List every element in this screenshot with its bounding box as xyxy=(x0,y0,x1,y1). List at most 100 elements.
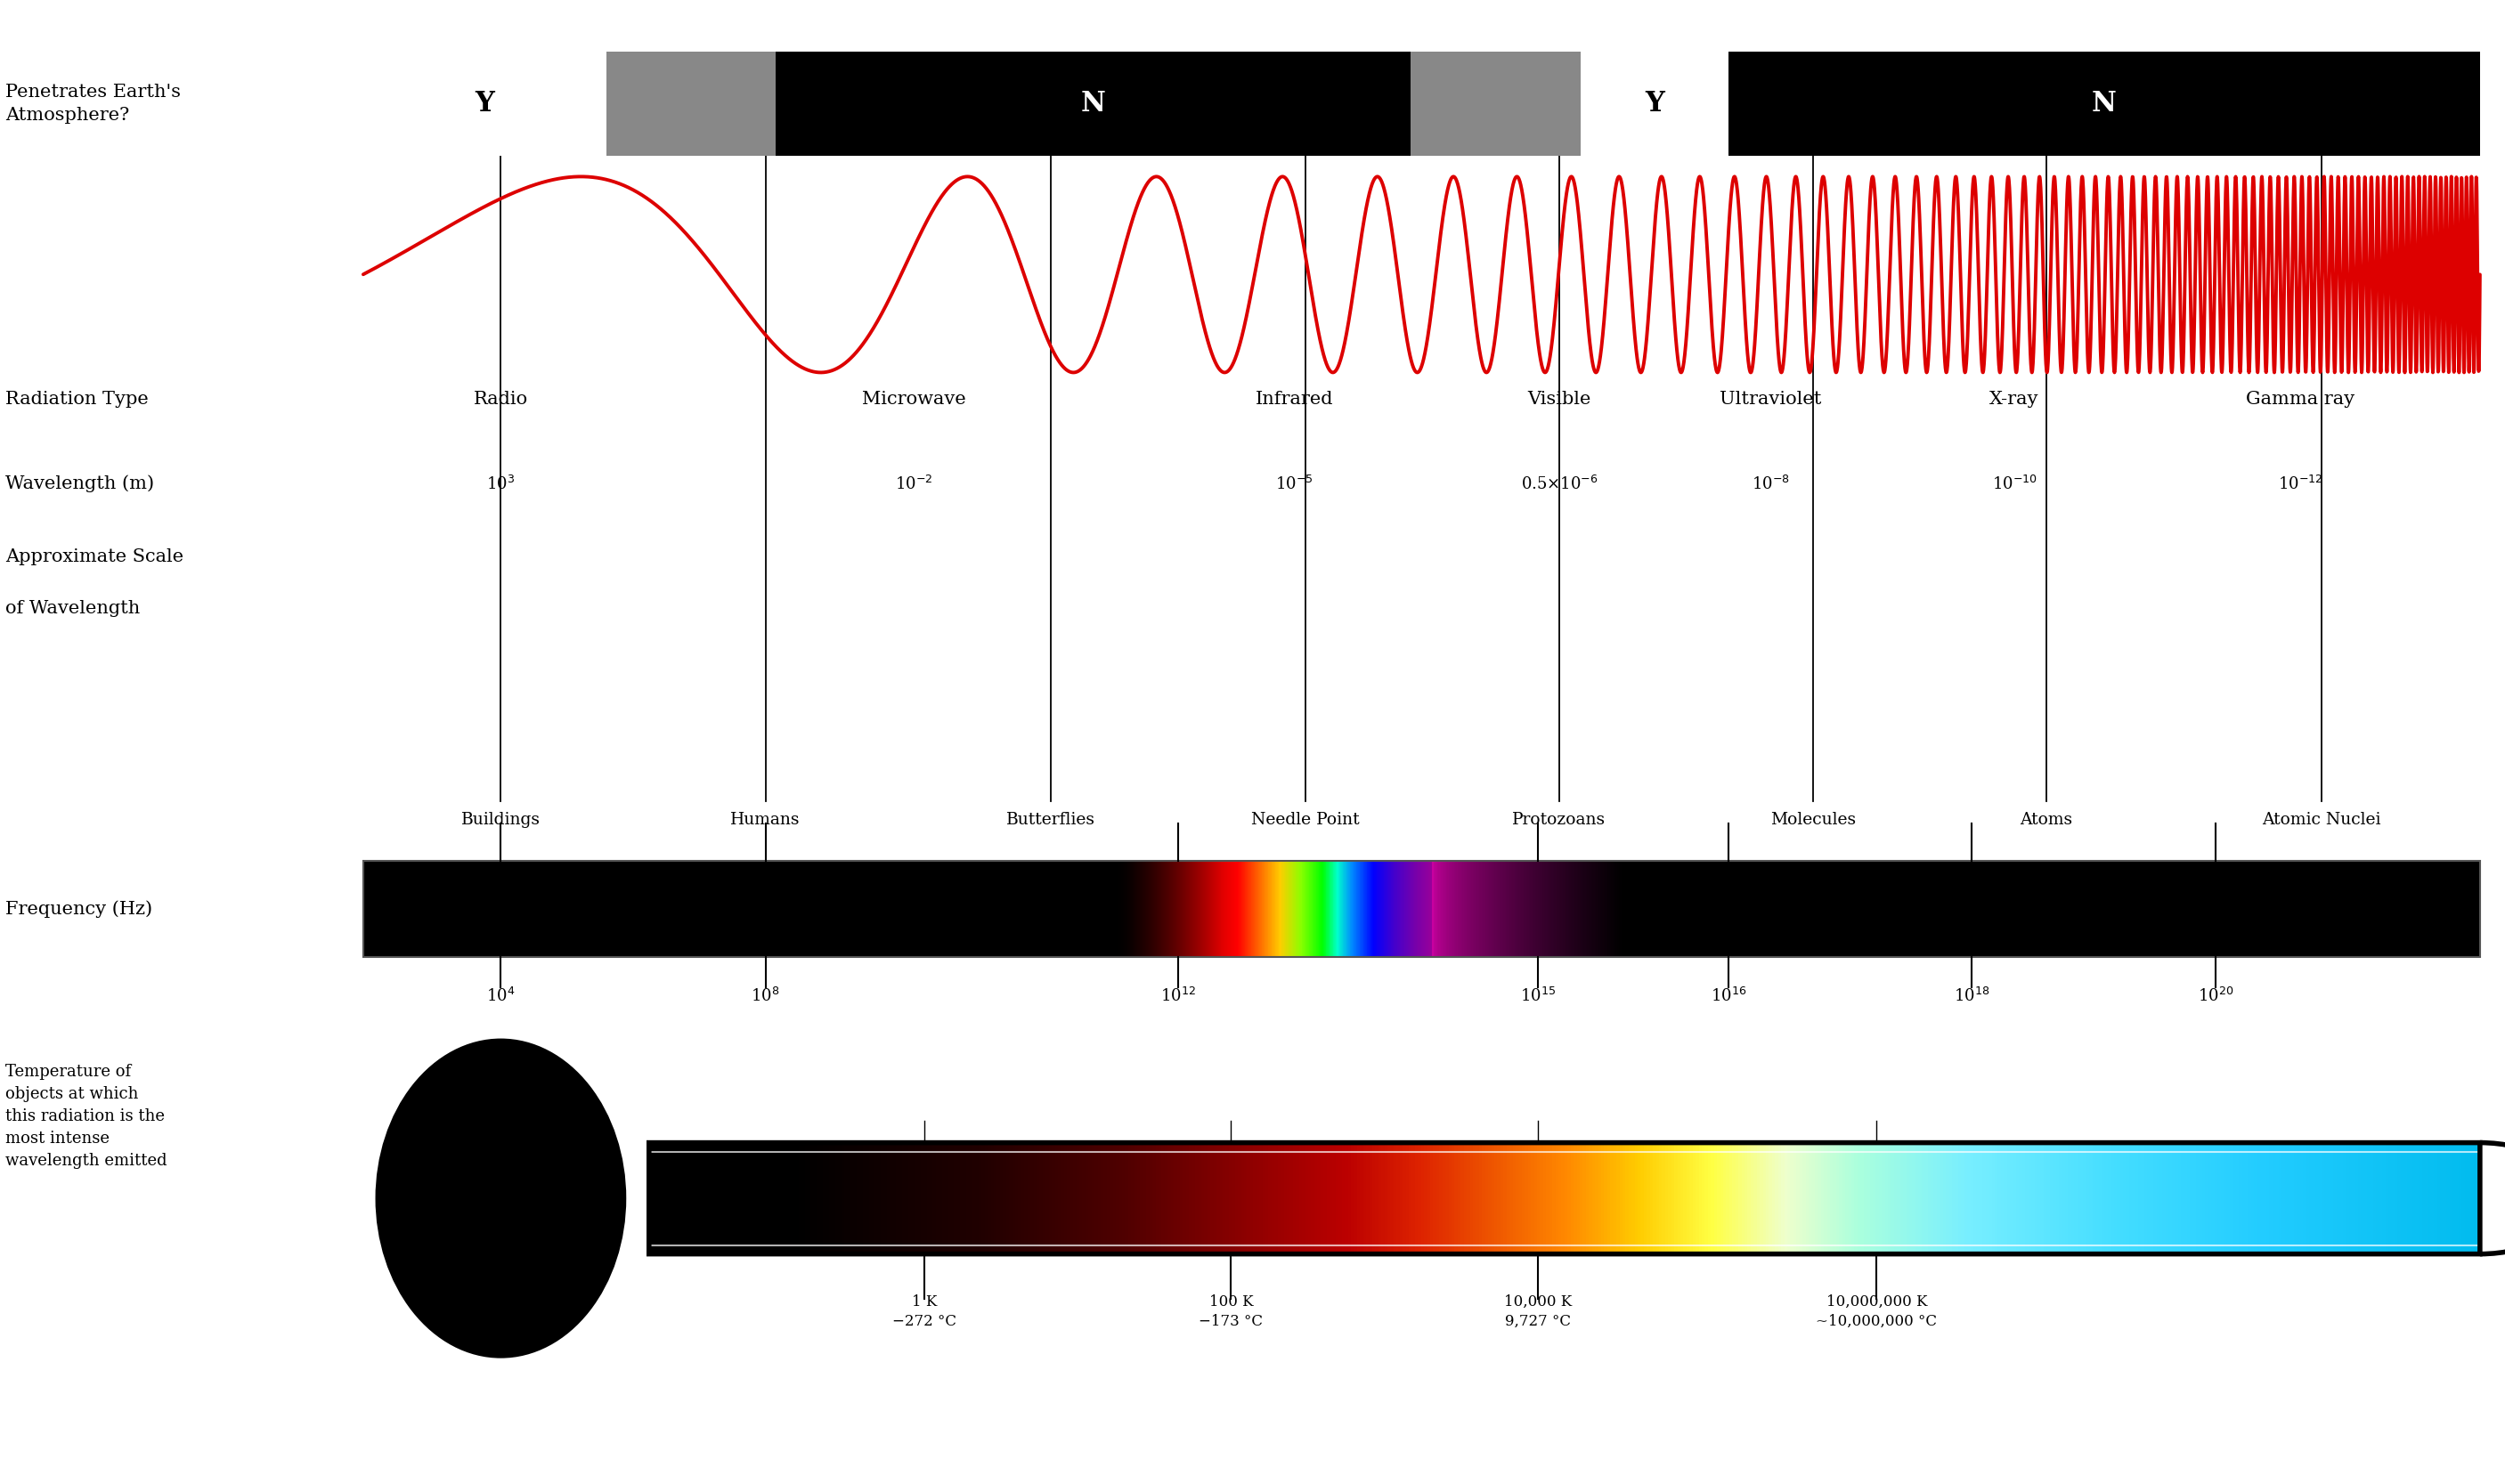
Bar xyxy=(1468,1143,1470,1254)
Bar xyxy=(1526,1143,1528,1254)
Bar xyxy=(2202,1143,2204,1254)
Text: Frequency (Hz): Frequency (Hz) xyxy=(5,901,153,917)
Bar xyxy=(1586,1143,1588,1254)
Bar xyxy=(2034,1143,2037,1254)
Bar xyxy=(666,1143,671,1254)
Bar xyxy=(1688,1143,1693,1254)
Text: 10$^{4}$: 10$^{4}$ xyxy=(486,987,516,1005)
Bar xyxy=(1265,1143,1268,1254)
Bar xyxy=(1543,1143,1546,1254)
Bar xyxy=(1876,1143,1879,1254)
Bar xyxy=(714,1143,716,1254)
Bar xyxy=(1743,1143,1748,1254)
Bar xyxy=(1350,1143,1355,1254)
Bar xyxy=(2452,1143,2455,1254)
Bar xyxy=(1448,1143,1453,1254)
Bar xyxy=(1388,1143,1390,1254)
Bar xyxy=(802,1143,804,1254)
Bar xyxy=(1225,1143,1230,1254)
Bar xyxy=(947,1143,952,1254)
Bar xyxy=(2182,1143,2184,1254)
Bar xyxy=(2462,1143,2465,1254)
Text: Y: Y xyxy=(476,91,493,117)
Bar xyxy=(1132,1143,1135,1254)
Bar xyxy=(1951,1143,1956,1254)
Bar xyxy=(1022,1143,1025,1254)
Bar xyxy=(1831,1143,1834,1254)
Bar xyxy=(1814,1143,1819,1254)
Bar xyxy=(2255,1143,2257,1254)
Bar xyxy=(2360,1143,2365,1254)
Bar xyxy=(1363,1143,1365,1254)
Bar xyxy=(1418,1143,1420,1254)
Bar xyxy=(927,1143,929,1254)
Bar xyxy=(2167,1143,2169,1254)
Bar xyxy=(847,1143,852,1254)
Bar xyxy=(967,1143,969,1254)
Bar xyxy=(2272,1143,2275,1254)
Bar xyxy=(1035,1143,1037,1254)
Bar xyxy=(1410,52,1581,156)
Bar xyxy=(1450,1143,1455,1254)
Bar xyxy=(2410,1143,2412,1254)
Bar xyxy=(2064,1143,2069,1254)
Bar xyxy=(1210,1143,1215,1254)
Bar xyxy=(1728,52,2480,156)
Bar xyxy=(1062,1143,1065,1254)
Bar xyxy=(1197,1143,1202,1254)
Bar xyxy=(882,1143,884,1254)
Bar xyxy=(2300,1143,2302,1254)
Bar xyxy=(769,1143,772,1254)
Bar xyxy=(1435,1143,1440,1254)
Bar xyxy=(2169,1143,2172,1254)
Bar xyxy=(2062,1143,2064,1254)
Bar xyxy=(1303,1143,1305,1254)
Bar xyxy=(1290,1143,1293,1254)
Bar xyxy=(1070,1143,1072,1254)
Bar xyxy=(731,1143,734,1254)
Bar xyxy=(2392,1143,2395,1254)
Bar xyxy=(2282,1143,2285,1254)
Bar xyxy=(1182,1143,1187,1254)
Bar xyxy=(1333,1143,1335,1254)
Bar xyxy=(2199,1143,2202,1254)
Bar xyxy=(1052,1143,1055,1254)
Bar xyxy=(1513,1143,1516,1254)
Bar xyxy=(959,1143,964,1254)
Bar xyxy=(2009,1143,2014,1254)
Bar xyxy=(2465,1143,2467,1254)
Bar xyxy=(872,1143,874,1254)
Bar xyxy=(1506,1143,1511,1254)
Bar xyxy=(1531,1143,1533,1254)
Bar xyxy=(969,1143,972,1254)
Bar xyxy=(2432,1143,2435,1254)
Bar xyxy=(1716,1143,1721,1254)
Bar xyxy=(829,1143,832,1254)
Bar xyxy=(1929,1143,1931,1254)
Bar xyxy=(2232,1143,2237,1254)
Bar xyxy=(2049,1143,2054,1254)
Bar xyxy=(1881,1143,1886,1254)
Bar xyxy=(1485,1143,1488,1254)
Bar xyxy=(1150,1143,1152,1254)
Bar xyxy=(2047,1143,2049,1254)
Bar xyxy=(2154,1143,2157,1254)
Bar xyxy=(729,1143,731,1254)
Bar xyxy=(1936,1143,1939,1254)
Bar xyxy=(2099,1143,2102,1254)
Bar xyxy=(2017,1143,2019,1254)
Bar xyxy=(1568,1143,1571,1254)
Bar xyxy=(2280,1143,2282,1254)
Bar xyxy=(1934,1143,1936,1254)
Bar xyxy=(651,1143,656,1254)
Bar xyxy=(2350,1143,2352,1254)
Text: 10$^{16}$: 10$^{16}$ xyxy=(1711,987,1746,1005)
Bar xyxy=(1638,1143,1641,1254)
Bar xyxy=(869,1143,872,1254)
Bar xyxy=(1430,1143,1433,1254)
Bar xyxy=(2470,1143,2475,1254)
Bar xyxy=(1100,1143,1105,1254)
Bar xyxy=(744,1143,746,1254)
Bar xyxy=(857,1143,859,1254)
Bar xyxy=(1328,1143,1330,1254)
